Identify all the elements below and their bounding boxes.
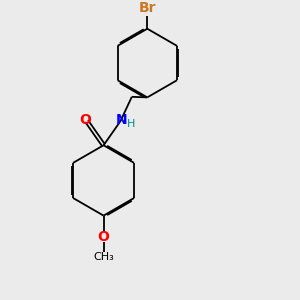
- Text: O: O: [79, 112, 91, 127]
- Text: H: H: [127, 119, 135, 129]
- Text: O: O: [98, 230, 110, 244]
- Text: N: N: [115, 113, 127, 128]
- Text: Br: Br: [139, 2, 157, 16]
- Text: CH₃: CH₃: [93, 252, 114, 262]
